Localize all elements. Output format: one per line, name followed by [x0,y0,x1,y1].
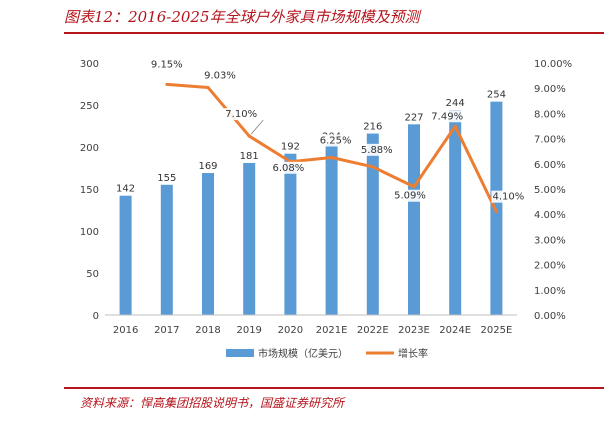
line-point [206,85,210,89]
bar-value-label: 142 [116,184,135,195]
figure-title: 图表12：2016-2025年全球户外家具市场规模及预测 [64,8,420,26]
right-tick-label: 3.00% [534,235,566,246]
line-point [412,185,416,189]
line-label-bg [149,58,184,71]
line-value-label: 7.49% [431,111,463,122]
left-tick-label: 100 [80,227,99,238]
line-value-label: 6.25% [320,136,352,147]
line-value-label: 5.09% [394,191,426,202]
left-axis-ticks: 0 50 100 150 200 250 300 [80,59,99,322]
bar [408,124,420,315]
bar-value-label: 169 [198,161,217,172]
line-value-label: 7.10% [225,109,257,120]
line-label-bg [359,143,394,156]
line-label-bg [224,108,259,121]
line-label-bg [203,69,237,82]
bar [284,153,297,315]
right-tick-label: 1.00% [534,286,566,297]
line-point [453,124,457,128]
bar-value-label: 244 [446,98,465,109]
left-tick-label: 200 [80,143,99,154]
x-tick-label: 2018 [195,325,220,336]
label-leader-line [250,119,264,135]
bar-value-label: 181 [240,151,259,162]
bar-value-label: 216 [363,122,382,133]
line-point [371,165,375,169]
line-value-label: 5.88% [361,145,393,156]
source-note: 资料来源：悍高集团招股说明书，国盛证券研究所 [80,396,345,410]
bar-value-label: 155 [157,173,176,184]
line-point [165,82,169,86]
bar-value-label: 227 [404,112,423,123]
legend-bar-label: 市场规模（亿美元） [258,347,348,360]
bar [243,162,256,315]
left-tick-label: 0 [93,311,99,322]
right-tick-label: 4.00% [534,210,566,221]
legend-line-label: 增长率 [398,347,428,360]
bar-data-labels: 142155169181192204216227244254 [116,90,506,195]
x-tick-label: 2017 [154,325,179,336]
right-tick-label: 6.00% [534,160,566,171]
title-rule [64,32,604,34]
x-tick-label: 2023E [398,325,430,336]
right-tick-label: 5.00% [534,185,566,196]
bar [202,173,214,315]
line-label-bg [271,161,306,174]
legend: 市场规模（亿美元） 增长率 [226,347,428,360]
right-tick-label: 9.00% [534,84,566,95]
x-tick-label: 2025E [481,325,513,336]
bar [366,133,379,315]
left-tick-label: 300 [80,59,99,70]
legend-bar-swatch [226,349,254,357]
line-label-bg [491,190,526,203]
right-axis-ticks: 0.00% 1.00% 2.00% 3.00% 4.00% 5.00% 6.00% 7.00%… [534,59,572,322]
bar-series [119,101,503,315]
line-point [247,134,251,138]
right-tick-label: 8.00% [534,109,566,120]
line-point [330,156,334,159]
line-point [494,210,498,214]
right-tick-label: 0.00% [534,311,566,322]
bar-value-label: 254 [487,90,506,101]
right-tick-label: 7.00% [534,135,566,146]
bar-value-label: 192 [281,142,300,153]
bar [325,143,338,315]
bar [119,195,132,315]
x-tick-label: 2019 [236,325,261,336]
left-tick-label: 250 [80,101,99,112]
line-value-label: 6.08% [273,163,305,174]
line-label-bg [393,189,427,202]
line-value-label: 9.15% [151,59,183,70]
bar [160,184,173,315]
line-label-bg [430,110,465,123]
x-axis-ticks: 2016 2017 2018 2019 2020 2021E 2022E 2023E 2024E… [113,325,512,336]
x-tick-label: 2022E [357,325,389,336]
line-value-label: 9.03% [204,70,236,81]
right-tick-label: 10.00% [534,59,572,70]
x-tick-label: 2024E [439,325,471,336]
left-tick-label: 50 [86,269,99,280]
line-label-bg [318,134,353,147]
x-tick-label: 2021E [316,325,348,336]
line-value-label: 4.10% [493,192,525,203]
left-tick-label: 150 [80,185,99,196]
line-data-labels: 9.15% 9.03% 7.10% 6.08% 6.25% 5.88% 5.09% 7.49%… [149,58,526,203]
x-tick-label: 2020 [278,325,303,336]
right-tick-label: 2.00% [534,261,566,272]
bar [449,110,462,315]
source-rule [64,387,604,389]
x-tick-label: 2016 [113,325,138,336]
